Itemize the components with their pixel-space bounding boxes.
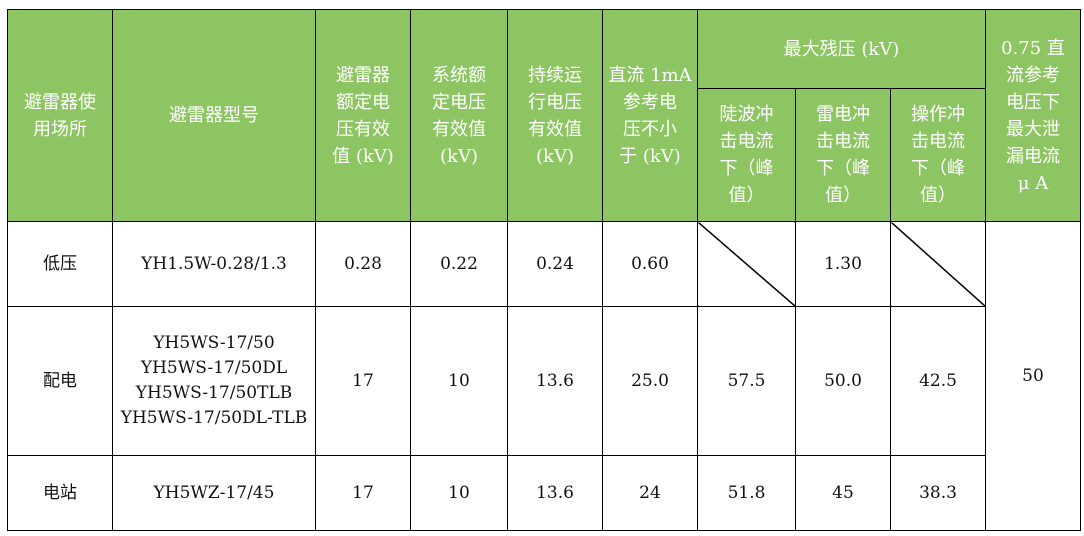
header-dc-ref-voltage: 直流 1mA 参考电 压不小 于 (kV) — [602, 9, 698, 222]
cell-rated: 0.28 — [315, 221, 411, 307]
cell-lightning: 45 — [795, 455, 891, 531]
table-row: 低压 YH1.5W-0.28/1.3 0.28 0.22 0.24 0.60 1… — [7, 221, 1081, 531]
header-continuous-voltage: 持续运 行电压 有效值 (kV) — [507, 9, 603, 222]
cell-model: YH1.5W-0.28/1.3 — [112, 221, 316, 307]
cell-system: 10 — [410, 455, 508, 531]
header-lightning: 雷电冲 击电流 下（峰 值） — [795, 88, 891, 222]
arrester-spec-table: 避雷器使 用场所 避雷器型号 避雷器 额定电 压有效 值 (kV) 系统额 定电… — [7, 9, 1081, 531]
cell-switching: 38.3 — [890, 455, 986, 531]
cell-location: 配电 — [7, 306, 113, 456]
header-location: 避雷器使 用场所 — [7, 9, 113, 222]
table-row: 电站 YH5WZ-17/45 17 10 13.6 24 51.8 45 38.… — [7, 455, 1081, 531]
cell-dc-ref: 25.0 — [602, 306, 698, 456]
cell-lightning: 1.30 — [795, 221, 891, 307]
header-switching: 操作冲 击电流 下（峰 值） — [890, 88, 986, 222]
cell-steep: 51.8 — [697, 455, 796, 531]
cell-continuous: 0.24 — [507, 221, 603, 307]
header-steep: 陡波冲 击电流 下（峰 值） — [697, 88, 796, 222]
cell-continuous: 13.6 — [507, 306, 603, 456]
cell-system: 10 — [410, 306, 508, 456]
cell-continuous: 13.6 — [507, 455, 603, 531]
cell-model: YH5WS-17/50 YH5WS-17/50DL YH5WS-17/50TLB… — [112, 306, 316, 456]
cell-rated: 17 — [315, 455, 411, 531]
cell-leakage: 50 — [985, 221, 1081, 531]
header-max-residual: 最大残压 (kV) — [697, 9, 986, 89]
header-model: 避雷器型号 — [112, 9, 316, 222]
cell-rated: 17 — [315, 306, 411, 456]
header-system-voltage: 系统额 定电压 有效值 (kV) — [410, 9, 508, 222]
cell-dc-ref: 0.60 — [602, 221, 698, 307]
cell-location: 低压 — [7, 221, 113, 307]
header-leakage: 0.75 直 流参考 电压下 最大泄 漏电流 μ A — [985, 9, 1081, 222]
cell-model: YH5WZ-17/45 — [112, 455, 316, 531]
cell-lightning: 50.0 — [795, 306, 891, 456]
cell-switching-na — [890, 221, 986, 307]
cell-dc-ref: 24 — [602, 455, 698, 531]
cell-system: 0.22 — [410, 221, 508, 307]
header-rated-voltage: 避雷器 额定电 压有效 值 (kV) — [315, 9, 411, 222]
cell-switching: 42.5 — [890, 306, 986, 456]
cell-location: 电站 — [7, 455, 113, 531]
table-row: 配电 YH5WS-17/50 YH5WS-17/50DL YH5WS-17/50… — [7, 306, 1081, 456]
cell-steep: 57.5 — [697, 306, 796, 456]
cell-steep-na — [697, 221, 796, 307]
